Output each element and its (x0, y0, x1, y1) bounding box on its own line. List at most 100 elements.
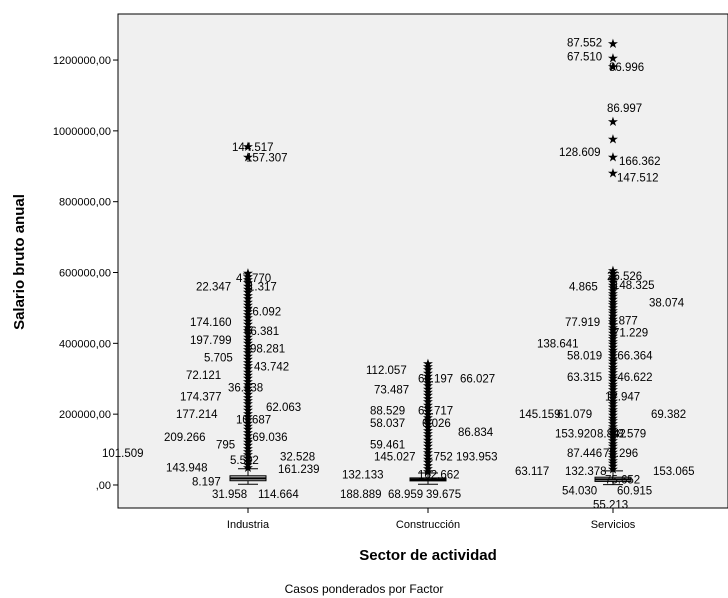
outlier-star: ★ (607, 283, 619, 298)
outlier-star: ★ (607, 453, 619, 468)
outlier-star: ★ (607, 447, 619, 462)
outlier-label: 59.461 (370, 439, 405, 451)
outlier-star: ★ (607, 263, 619, 278)
y-tick-label: 1000000,00 (53, 126, 111, 138)
x-tick-label: Industria (227, 519, 270, 531)
outlier-star: ★ (242, 364, 254, 379)
outlier-star: ★ (242, 342, 254, 357)
outlier-label: 88.529 (370, 406, 405, 418)
outlier-label: 86.834 (458, 427, 494, 439)
outlier-star: ★ (242, 371, 254, 386)
outlier-star: ★ (607, 345, 619, 360)
outlier-star: ★ (242, 415, 254, 430)
outlier-star: ★ (607, 269, 619, 284)
outlier-star: ★ (422, 356, 434, 371)
outlier-star: ★ (422, 362, 434, 377)
outlier-star: ★ (607, 272, 619, 287)
outlier-star: ★ (242, 355, 254, 370)
plot-area (117, 13, 728, 509)
y-axis-title: Salario bruto anual (11, 194, 28, 330)
outlier-star: ★ (607, 362, 619, 377)
outlier-star: ★ (607, 379, 619, 394)
outlier-star: ★ (242, 288, 254, 303)
outlier-star: ★ (422, 391, 434, 406)
outlier-star: ★ (607, 430, 619, 445)
outlier-label: 145.027 (374, 452, 416, 464)
outlier-star: ★ (422, 407, 434, 422)
outlier-star: ★ (607, 328, 619, 343)
outlier-label: 8.842 (597, 429, 626, 441)
outlier-star: ★ (242, 339, 254, 354)
outlier-star: ★ (242, 412, 254, 427)
y-tick-label: ,00 (96, 480, 111, 492)
outlier-label: 60.197 (418, 374, 453, 386)
outlier-star: ★ (242, 310, 254, 325)
outlier-star: ★ (242, 380, 254, 395)
outlier-star: ★ (242, 447, 254, 462)
y-tick-label: 800000,00 (59, 197, 111, 209)
outlier-star: ★ (607, 334, 619, 349)
outlier-label: 101.509 (102, 448, 144, 460)
outlier-star: ★ (422, 442, 434, 457)
outlier-label: 5.592 (230, 455, 259, 467)
outlier-star: ★ (242, 393, 254, 408)
whiskers (238, 468, 623, 486)
outlier-label: 47.770 (236, 273, 271, 285)
outlier-label: 38.074 (649, 298, 685, 310)
outlier-star: ★ (607, 286, 619, 301)
outlier-star: ★ (607, 359, 619, 374)
outlier-star: ★ (242, 422, 254, 437)
outlier-label: 39.675 (426, 489, 461, 501)
outlier-label: 161.239 (278, 464, 320, 476)
y-tick-label: 600000,00 (59, 268, 111, 280)
outlier-label: 177.214 (176, 409, 218, 421)
outlier-star: ★ (607, 36, 619, 51)
outlier-star: ★ (607, 365, 619, 380)
outlier-star: ★ (607, 408, 619, 423)
outlier-label: 63.315 (567, 372, 602, 384)
outlier-star: ★ (607, 410, 619, 425)
outlier-star: ★ (607, 306, 619, 321)
outlier-star: ★ (422, 375, 434, 390)
outlier-label: 132.378 (565, 466, 607, 478)
outlier-star: ★ (422, 378, 434, 393)
outlier-star: ★ (607, 348, 619, 363)
outlier-star: ★ (607, 459, 619, 474)
outlier-star: ★ (607, 393, 619, 408)
outlier-star: ★ (422, 458, 434, 473)
outlier-star: ★ (607, 274, 619, 289)
outlier-label: 114.664 (258, 489, 299, 501)
outlier-star: ★ (422, 436, 434, 451)
outlier-star: ★ (607, 388, 619, 403)
outlier-star: ★ (607, 391, 619, 406)
outlier-label: 3.752 (424, 452, 453, 464)
outlier-star: ★ (607, 427, 619, 442)
outlier-label: 153.920 (555, 429, 597, 441)
outlier-star: ★ (242, 317, 254, 332)
outlier-star: ★ (242, 336, 254, 351)
boxes (229, 475, 632, 482)
outlier-star: ★ (242, 403, 254, 418)
outlier-star: ★ (607, 436, 619, 451)
outlier-star: ★ (607, 413, 619, 428)
outlier-star: ★ (422, 455, 434, 470)
outlier-star: ★ (242, 297, 254, 312)
outlier-star: ★ (242, 454, 254, 469)
outlier-star: ★ (607, 376, 619, 391)
outlier-label: 145.159 (519, 409, 561, 421)
outlier-star: ★ (607, 114, 619, 129)
outlier-star: ★ (242, 329, 254, 344)
outlier-star: ★ (607, 399, 619, 414)
outlier-star: ★ (242, 377, 254, 392)
outlier-label: 58.019 (567, 351, 602, 363)
outlier-star: ★ (422, 410, 434, 425)
outlier-label: 12.947 (605, 391, 640, 403)
outlier-star: ★ (242, 444, 254, 459)
outlier-star: ★ (607, 340, 619, 355)
outlier-star: ★ (242, 428, 254, 443)
outlier-star: ★ (607, 165, 619, 180)
outlier-label: 146.622 (611, 372, 653, 384)
x-axis-title: Sector de actividad (359, 547, 497, 564)
x-axis: Industria Construcción Servicios (227, 508, 636, 531)
footnote: Casos ponderados por Factor (285, 582, 444, 596)
